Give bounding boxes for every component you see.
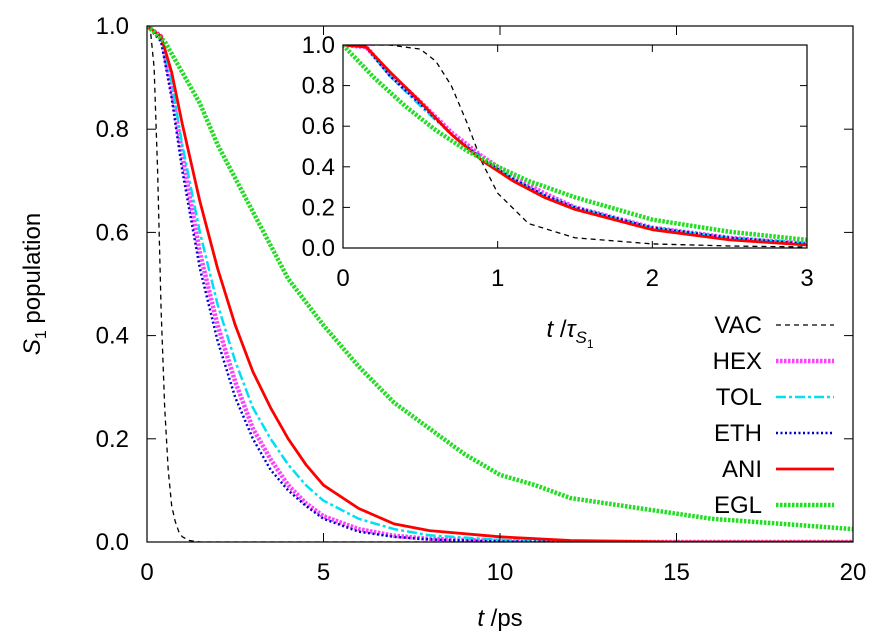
legend-label-ani: ANI — [722, 456, 762, 483]
legend-label-eth: ETH — [714, 420, 762, 447]
series-line-egl — [147, 26, 853, 532]
legend: VAC HEX TOL ETH ANI EGL — [713, 312, 834, 519]
series-line-hex — [147, 26, 853, 542]
y-tick-label: 0.2 — [96, 426, 129, 453]
series-line-eth — [343, 45, 807, 246]
x-tick-label: 15 — [663, 559, 690, 586]
series-line-tol — [147, 26, 853, 542]
y-axis-title: S1 population — [19, 213, 50, 355]
x-tick-label: 3 — [800, 265, 813, 292]
x-tick-label: 5 — [317, 559, 330, 586]
series-line-vac — [147, 26, 853, 542]
x-tick-label: 2 — [646, 265, 659, 292]
y-tick-label: 0.4 — [302, 154, 335, 181]
legend-label-tol: TOL — [716, 384, 762, 411]
plot-frame — [342, 44, 808, 249]
chart-panel-1: 0 1 2 3 0.0 0.2 0.4 0.6 0.8 1.0 — [302, 32, 814, 292]
y-tick-label: 0.8 — [302, 73, 335, 100]
x-tick-label: 1 — [491, 265, 504, 292]
y-tick-label: 0.4 — [96, 323, 129, 350]
chart-panel-0: 0 5 10 15 200.00.20.40.60.81.0 — [96, 13, 867, 586]
y-tick-label: 0.2 — [302, 194, 335, 221]
y-tick-label: 0.8 — [96, 116, 129, 143]
y-tick-label: 0.0 — [302, 235, 335, 262]
y-tick-label: 0.6 — [302, 113, 335, 140]
x-tick-label: 20 — [840, 559, 867, 586]
x-tick-label: 0 — [140, 559, 153, 586]
inset-x-axis-title: t /τS1 — [546, 316, 593, 351]
legend-label-egl: EGL — [714, 492, 762, 519]
series-line-vac — [343, 45, 807, 248]
y-tick-label: 0.6 — [96, 219, 129, 246]
y-tick-label: 1.0 — [96, 13, 129, 40]
inset-background — [343, 45, 807, 248]
series-line-egl — [343, 45, 807, 243]
legend-label-vac: VAC — [714, 312, 762, 339]
series-group — [343, 45, 807, 248]
legend-label-hex: HEX — [713, 348, 762, 375]
series-line-ani — [343, 45, 807, 247]
x-tick-label: 0 — [336, 265, 349, 292]
y-tick-label: 1.0 — [302, 32, 335, 59]
x-tick-label: 10 — [487, 559, 514, 586]
y-tick-label: 0.0 — [96, 529, 129, 556]
x-axis-title: t /ps — [477, 605, 522, 632]
